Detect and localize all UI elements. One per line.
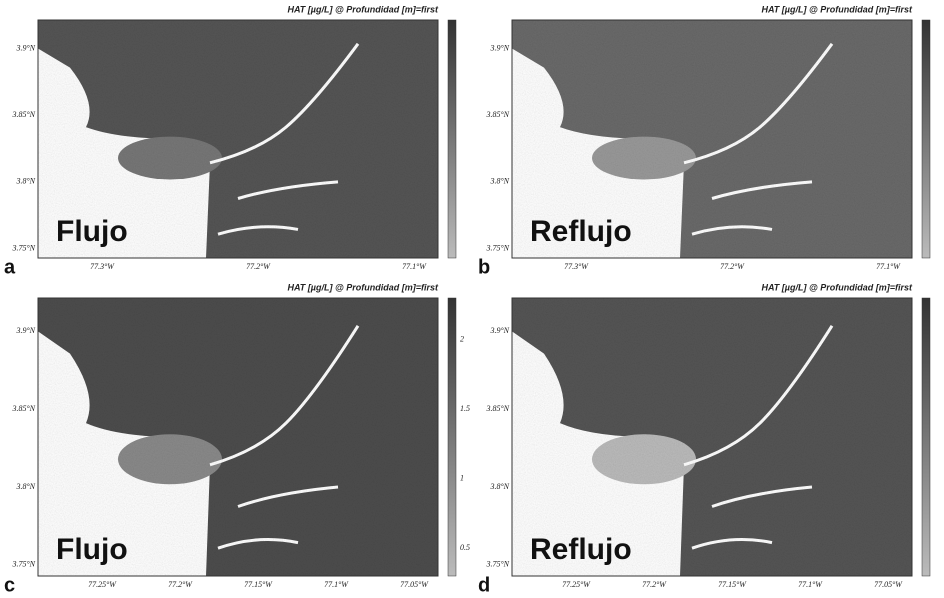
y-tick-label: 3.9°N — [15, 326, 35, 335]
y-tick-label: 3.8°N — [489, 177, 509, 186]
mode-label: Flujo — [56, 533, 128, 566]
x-tick-label: 77.2°W — [720, 262, 745, 271]
y-tick-label: 3.85°N — [11, 110, 35, 119]
plume — [118, 137, 222, 180]
colorbar-label: 1.5 — [460, 404, 470, 413]
x-tick-label: 77.1°W — [324, 580, 349, 589]
panel-letter: b — [478, 256, 490, 278]
colorbar — [448, 20, 456, 258]
x-tick-label: 77.2°W — [246, 262, 271, 271]
x-tick-label: 77.3°W — [90, 262, 115, 271]
y-tick-label: 3.8°N — [15, 177, 35, 186]
y-tick-label: 3.8°N — [15, 482, 35, 491]
x-tick-label: 77.3°W — [564, 262, 589, 271]
y-tick-label: 3.9°N — [15, 43, 35, 52]
y-tick-label: 3.85°N — [11, 404, 35, 413]
y-tick-label: 3.75°N — [11, 243, 35, 252]
x-tick-label: 77.15°W — [718, 580, 747, 589]
map-title: HAT [µg/L] @ Profundidad [m]=first — [761, 4, 913, 14]
x-tick-label: 77.2°W — [168, 580, 193, 589]
plume — [592, 434, 696, 484]
x-tick-label: 77.05°W — [874, 580, 903, 589]
y-tick-label: 3.9°N — [489, 326, 509, 335]
colorbar — [448, 298, 456, 576]
y-tick-label: 3.75°N — [485, 243, 509, 252]
colorbar — [922, 20, 930, 258]
plume — [592, 137, 696, 180]
map-panel: HAT [µg/L] @ Profundidad [m]=first Flujo c… — [4, 282, 470, 596]
colorbar-label: 1 — [460, 474, 464, 483]
plume — [118, 434, 222, 484]
x-tick-label: 77.1°W — [798, 580, 823, 589]
x-tick-label: 77.2°W — [642, 580, 667, 589]
map-panel: HAT [µg/L] @ Profundidad [m]=first Refluj… — [478, 282, 930, 596]
x-tick-label: 77.25°W — [88, 580, 117, 589]
panel-letter: c — [4, 574, 15, 596]
x-tick-label: 77.05°W — [400, 580, 429, 589]
map-title: HAT [µg/L] @ Profundidad [m]=first — [287, 4, 439, 14]
x-tick-label: 77.15°W — [244, 580, 273, 589]
x-tick-label: 77.1°W — [402, 262, 427, 271]
mode-label: Flujo — [56, 215, 128, 248]
figure: HAT [µg/L] @ Profundidad [m]=first Flujo a… — [0, 0, 944, 598]
mode-label: Reflujo — [530, 215, 632, 248]
map-panel: HAT [µg/L] @ Profundidad [m]=first Flujo a… — [4, 4, 456, 278]
map-panel: HAT [µg/L] @ Profundidad [m]=first Refluj… — [478, 4, 930, 278]
map-title: HAT [µg/L] @ Profundidad [m]=first — [287, 282, 439, 292]
panel-letter: a — [4, 256, 16, 278]
x-tick-label: 77.1°W — [876, 262, 901, 271]
map-title: HAT [µg/L] @ Profundidad [m]=first — [761, 282, 913, 292]
y-tick-label: 3.75°N — [485, 560, 509, 569]
colorbar-label: 2 — [460, 335, 464, 344]
y-tick-label: 3.85°N — [485, 404, 509, 413]
mode-label: Reflujo — [530, 533, 632, 566]
panel-letter: d — [478, 574, 490, 596]
colorbar-label: 0.5 — [460, 543, 470, 552]
colorbar — [922, 298, 930, 576]
y-tick-label: 3.85°N — [485, 110, 509, 119]
x-tick-label: 77.25°W — [562, 580, 591, 589]
y-tick-label: 3.9°N — [489, 43, 509, 52]
y-tick-label: 3.8°N — [489, 482, 509, 491]
y-tick-label: 3.75°N — [11, 560, 35, 569]
